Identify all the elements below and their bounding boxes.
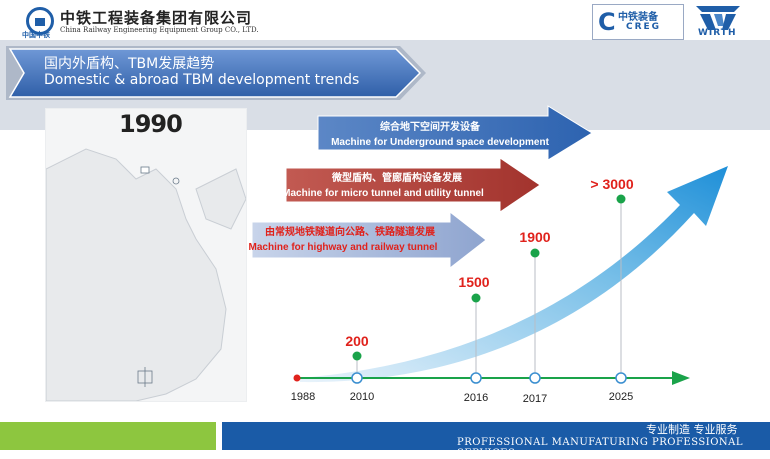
crec-logo-icon [26, 7, 54, 35]
year-label: 1988 [291, 391, 315, 403]
timeline-node-2016 [470, 372, 482, 384]
timeline-node-2025 [615, 372, 627, 384]
china-map-image [45, 108, 247, 402]
year-label: 2016 [464, 392, 488, 404]
timeline-start-dot [293, 374, 301, 382]
scope-label-cn: 微型盾构、管廊盾构设备发展 [331, 171, 462, 184]
creg-logo [592, 4, 684, 40]
map-outline [45, 148, 247, 402]
value-label: 1900 [519, 229, 550, 245]
footer-slogan-cn: 专业制造 专业服务 [646, 423, 738, 436]
footer-green-bar [0, 422, 216, 450]
value-label: 1500 [458, 274, 489, 290]
value-label: 200 [345, 333, 369, 349]
banner-title-cn: 国内外盾构、TBM发展趋势 [44, 56, 215, 72]
scope-arrow-micro-tunnel [285, 157, 541, 213]
scope-arrow-underground [317, 105, 593, 161]
footer-slogan-en: PROFESSIONAL MANUFATURING PROFESSIONAL S… [457, 437, 744, 459]
value-dot-3000 [616, 194, 626, 204]
company-name-cn: 中铁工程装备集团有限公司 [60, 9, 253, 27]
scope-arrow-highway-railway [251, 210, 487, 270]
value-label: > 3000 [590, 176, 633, 192]
creg-logo-en: CREG [626, 22, 662, 32]
title-banner-arrow [6, 46, 426, 100]
footer-blue-bar [222, 422, 770, 450]
value-dot-1500 [471, 293, 481, 303]
scope-label-en: Machine for highway and railway tunnel [249, 242, 438, 253]
year-label: 2010 [350, 391, 374, 403]
wirth-logo-text: WIRTH [698, 28, 737, 38]
timeline-axis-arrowhead [672, 371, 690, 385]
creg-c-icon: C [598, 8, 616, 36]
scope-label-en: Machine for micro tunnel and utility tun… [282, 188, 484, 199]
timeline-node-2017 [529, 372, 541, 384]
scope-label-en: Machine for Underground space developmen… [331, 137, 549, 148]
wirth-logo-icon [696, 6, 740, 30]
creg-logo-cn: 中铁装备 [618, 12, 658, 23]
value-dot-1900 [530, 248, 540, 258]
crec-logo-caption: 中国中铁 [22, 31, 50, 39]
year-label: 2017 [523, 393, 547, 405]
map-year-label: 1990 [119, 110, 183, 138]
year-label: 2025 [609, 391, 633, 403]
company-name-en: China Railway Engineering Equipment Grou… [60, 26, 259, 34]
scope-label-cn: 由常规地铁隧道向公路、铁路隧道发展 [265, 225, 435, 238]
growth-sweep-arrow [300, 166, 728, 383]
scope-label-cn: 综合地下空间开发设备 [380, 120, 481, 133]
banner-title-en: Domestic & abroad TBM development trends [44, 72, 360, 88]
timeline-node-2010 [351, 372, 363, 384]
value-dot-200 [352, 351, 362, 361]
